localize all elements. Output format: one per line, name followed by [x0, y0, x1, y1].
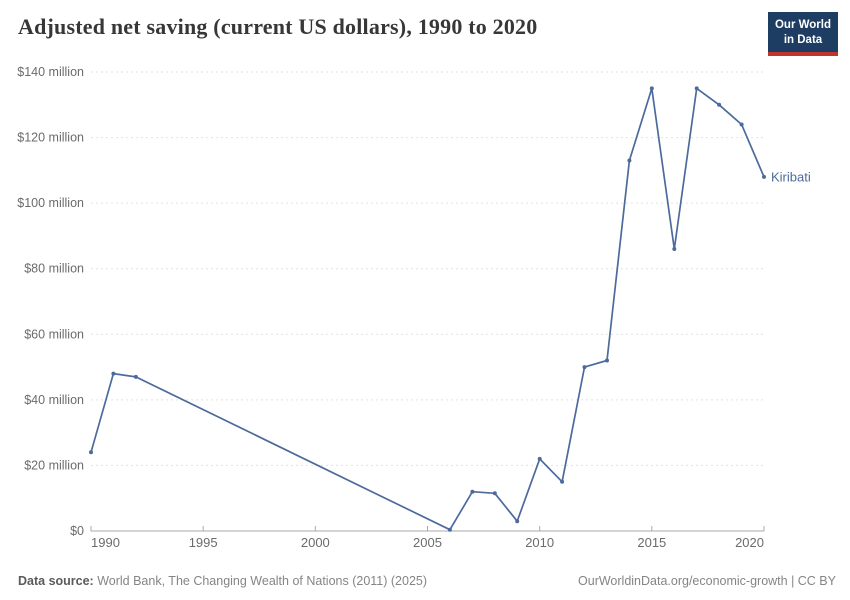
data-point [447, 527, 452, 532]
y-tick-label: $100 million [17, 196, 84, 210]
x-tick-label: 2005 [413, 535, 442, 550]
data-point [739, 122, 744, 127]
y-tick-label: $80 million [24, 262, 84, 276]
y-tick-label: $120 million [17, 131, 84, 145]
x-tick-label: 2020 [735, 535, 764, 550]
data-point [89, 450, 93, 455]
y-tick-label: $60 million [24, 327, 84, 341]
data-point [762, 174, 766, 179]
data-line [90, 87, 765, 531]
x-tick-label: 2010 [525, 535, 554, 550]
y-tick-label: $140 million [17, 65, 84, 79]
x-tick-label: 2000 [301, 535, 330, 550]
data-source: Data source: World Bank, The Changing We… [18, 574, 427, 588]
data-point [672, 247, 677, 251]
data-point [133, 374, 138, 379]
data-point [627, 158, 632, 163]
y-tick-label: $0 [70, 524, 84, 538]
data-point [515, 519, 520, 524]
data-point [694, 86, 699, 91]
data-point [470, 489, 475, 494]
y-tick-label: $20 million [24, 458, 84, 472]
data-source-text: World Bank, The Changing Wealth of Natio… [93, 574, 428, 588]
credit-line: OurWorldinData.org/economic-growth | CC … [578, 574, 836, 588]
data-point [560, 479, 565, 484]
owid-logo-line1: Our World [774, 19, 831, 31]
data-point [111, 371, 116, 376]
data-point [717, 102, 722, 107]
data-point [582, 365, 587, 370]
data-point [649, 86, 654, 91]
x-tick-label: 1995 [189, 535, 218, 550]
data-point [492, 491, 497, 496]
chart-footer: Data source: World Bank, The Changing We… [18, 574, 836, 588]
series-end-label: Kiribati [771, 169, 811, 184]
data-point [537, 456, 542, 461]
data-source-label: Data source: [18, 574, 94, 588]
owid-logo-line2: in Data [783, 33, 823, 46]
data-point [605, 358, 609, 363]
x-tick-label: 2015 [637, 535, 666, 550]
y-tick-label: $40 million [24, 393, 84, 407]
x-tick-label: 1990 [91, 535, 120, 550]
chart-title: Adjusted net saving (current US dollars)… [18, 14, 538, 39]
owid-logo: Our World in Data [768, 12, 838, 56]
